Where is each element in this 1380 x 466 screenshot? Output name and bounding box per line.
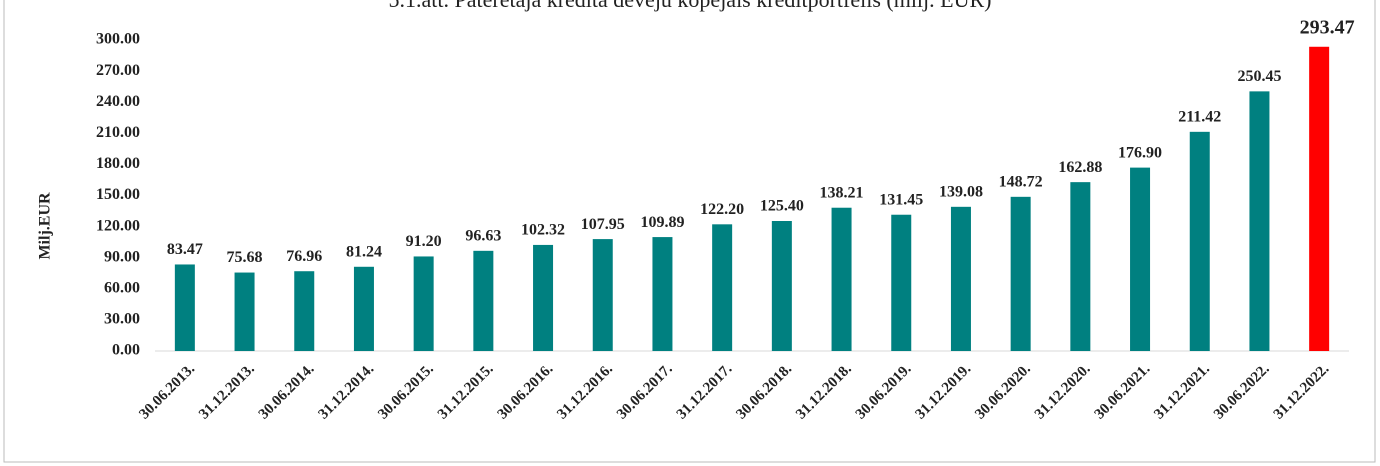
x-tick-label: 31.12.2016.: [554, 361, 616, 423]
y-tick-label: 120.00: [96, 217, 140, 234]
x-tick-label: 30.06.2020.: [972, 361, 1034, 423]
x-tick-label: 31.12.2018.: [793, 361, 855, 423]
bar: [771, 221, 792, 351]
x-tick-label: 31.12.2019.: [913, 361, 975, 423]
chart-frame: [3, 0, 1376, 463]
y-tick-label: 30.00: [104, 311, 140, 328]
x-tick-label: 31.12.2013.: [196, 361, 258, 423]
x-tick-label: 31.12.2021.: [1151, 361, 1213, 423]
x-tick-label: 30.06.2016.: [495, 361, 557, 423]
data-label: 91.20: [406, 233, 442, 250]
y-tick-label: 0.00: [112, 342, 140, 359]
bar: [831, 207, 852, 351]
x-tick-label: 31.12.2015.: [435, 361, 497, 423]
bar: [712, 224, 733, 351]
data-label: 107.95: [581, 216, 625, 233]
x-tick-label: 31.12.2022.: [1271, 361, 1333, 423]
bar: [1010, 196, 1031, 351]
bar: [592, 239, 613, 351]
x-tick-label: 30.06.2022.: [1211, 361, 1273, 423]
data-label: 96.63: [465, 227, 501, 244]
data-label: 211.42: [1178, 108, 1221, 125]
data-label: 122.20: [700, 201, 744, 218]
bar: [652, 237, 673, 351]
data-label: 125.40: [760, 198, 804, 215]
data-label: 176.90: [1118, 144, 1162, 161]
x-tick-label: 31.12.2017.: [674, 361, 736, 423]
x-tick-label: 30.06.2015.: [375, 361, 437, 423]
data-label: 293.47: [1300, 16, 1355, 38]
y-tick-label: 240.00: [96, 93, 140, 110]
x-tick-label: 30.06.2018.: [733, 361, 795, 423]
bar: [473, 250, 494, 351]
bar: [891, 214, 912, 351]
x-tick-label: 30.06.2014.: [256, 361, 318, 423]
bar: [294, 271, 315, 351]
bar: [413, 256, 434, 351]
data-label: 250.45: [1237, 68, 1281, 85]
bar: [1189, 131, 1210, 351]
bar: [1130, 167, 1151, 351]
data-label: 81.24: [346, 243, 382, 260]
data-label: 109.89: [640, 214, 684, 231]
y-tick-label: 150.00: [96, 186, 140, 203]
x-tick-label: 31.12.2014.: [316, 361, 378, 423]
y-tick-label: 60.00: [104, 279, 140, 296]
chart-title: 5.1.att. Patērētāja kredīta devēju kopēj…: [389, 0, 992, 12]
y-axis-label: Milj.EUR: [37, 192, 54, 260]
y-tick-label: 180.00: [96, 155, 140, 172]
bar: [1070, 182, 1091, 351]
data-label: 139.08: [939, 183, 983, 200]
bar: [533, 244, 554, 351]
y-tick-label: 210.00: [96, 124, 140, 141]
x-tick-label: 30.06.2021.: [1092, 361, 1154, 423]
data-label: 83.47: [167, 241, 203, 258]
x-tick-label: 30.06.2013.: [136, 361, 198, 423]
bar: [1249, 91, 1270, 352]
bar: [950, 206, 971, 351]
data-label: 75.68: [227, 249, 263, 266]
data-label: 148.72: [999, 173, 1043, 190]
data-label: 138.21: [820, 184, 864, 201]
y-tick-label: 270.00: [96, 62, 140, 79]
data-label: 76.96: [286, 248, 322, 265]
bar: [174, 264, 195, 351]
x-tick-label: 30.06.2019.: [853, 361, 915, 423]
y-tick-label: 90.00: [104, 248, 140, 265]
x-tick-label: 31.12.2020.: [1032, 361, 1094, 423]
data-label: 162.88: [1058, 159, 1102, 176]
x-tick-label: 30.06.2017.: [614, 361, 676, 423]
data-label: 102.32: [521, 222, 565, 239]
y-tick-label: 300.00: [96, 31, 140, 48]
data-label: 131.45: [879, 191, 923, 208]
bar: [353, 266, 374, 351]
bar: [1309, 46, 1330, 351]
bar: [234, 272, 255, 351]
